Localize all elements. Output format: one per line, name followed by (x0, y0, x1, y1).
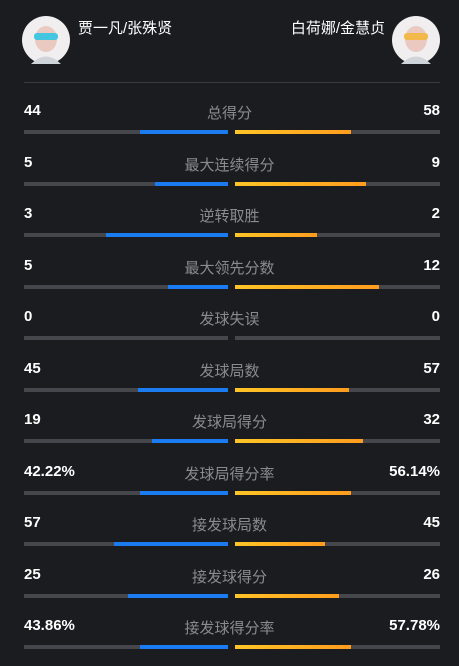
right-value: 2 (431, 205, 440, 222)
stat-label: 接发球局数 (191, 517, 267, 534)
left-value: 57 (24, 514, 41, 531)
left-bar (140, 490, 228, 495)
right-bar (235, 593, 339, 598)
stat-label: 接发球得分 (191, 568, 267, 586)
left-player: 贾一凡/张殊贤 (78, 20, 173, 37)
stat-label: 发球局得分率 (184, 465, 275, 483)
right-bar (235, 542, 325, 546)
right-bar (235, 284, 379, 289)
divider (24, 82, 440, 83)
right-value: 56.14% (389, 462, 440, 480)
right-value: 57.78% (389, 617, 440, 634)
left-track (24, 181, 228, 186)
right-bar (235, 387, 349, 392)
left-bar (140, 130, 228, 134)
left-track (24, 645, 228, 649)
right-value: 57 (423, 359, 440, 377)
stat-label: 发球局数 (199, 362, 260, 380)
stat-label: 总得分 (206, 105, 252, 122)
right-avatar (392, 16, 440, 64)
left-bar (105, 233, 228, 237)
left-value: 3 (24, 205, 33, 222)
right-track (235, 233, 440, 237)
right-bar (235, 181, 367, 186)
left-value: 43.86% (24, 617, 75, 634)
right-bar (235, 645, 351, 649)
left-bar (138, 387, 228, 392)
left-bar (128, 593, 228, 598)
left-track (24, 387, 228, 392)
left-avatar (22, 16, 70, 64)
right-value: 0 (431, 308, 440, 325)
right-value: 58 (423, 102, 440, 119)
left-value: 42.22% (24, 462, 75, 480)
left-value: 25 (24, 565, 41, 583)
left-bar (114, 542, 228, 546)
left-track (24, 593, 228, 598)
left-bar (152, 439, 228, 443)
right-value: 9 (431, 153, 440, 171)
right-player: 白荷娜/金慧贞 (290, 20, 385, 37)
right-bar (235, 233, 317, 237)
right-value: 26 (423, 565, 440, 583)
left-bar (139, 645, 228, 649)
right-bar (235, 130, 351, 134)
right-value: 32 (423, 411, 440, 428)
left-track (24, 130, 228, 134)
left-value: 0 (24, 308, 33, 325)
left-value: 5 (24, 153, 33, 171)
right-bar (235, 490, 352, 495)
stat-label: 最大连续得分 (184, 156, 275, 174)
left-value: 5 (24, 256, 33, 274)
right-track (235, 542, 440, 546)
stat-label: 最大领先分数 (184, 259, 275, 277)
right-value: 45 (423, 514, 440, 531)
left-bar (168, 284, 228, 289)
right-track (235, 336, 440, 340)
left-track (24, 336, 228, 340)
left-track (24, 439, 228, 443)
left-track (24, 490, 228, 495)
left-track (24, 284, 228, 289)
stat-label: 发球失误 (199, 311, 260, 328)
stat-label: 发球局得分 (191, 414, 267, 431)
stat-label: 接发球得分率 (184, 620, 275, 637)
left-value: 44 (24, 102, 41, 119)
right-bar (235, 439, 363, 443)
right-value: 12 (423, 256, 440, 274)
left-value: 45 (24, 359, 41, 377)
stat-label: 逆转取胜 (199, 208, 260, 225)
left-bar (155, 181, 228, 186)
left-value: 19 (24, 411, 41, 428)
